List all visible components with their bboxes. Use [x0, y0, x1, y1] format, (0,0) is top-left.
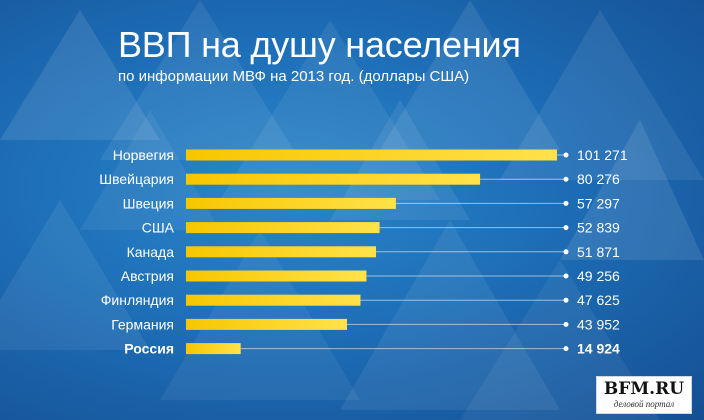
background-triangle	[160, 230, 360, 400]
value-label: 49 256	[577, 268, 620, 284]
leader-dot	[563, 297, 569, 303]
bar	[186, 173, 481, 185]
leader-dot	[563, 346, 569, 352]
leader-dot	[563, 249, 569, 255]
bar	[186, 222, 380, 234]
leader-dot	[563, 321, 569, 327]
value-label: 43 952	[577, 316, 620, 332]
bar	[186, 270, 367, 282]
value-label: 52 839	[577, 220, 620, 236]
category-label: Швеция	[123, 195, 174, 211]
category-label: Австрия	[121, 268, 174, 284]
category-label: Швейцария	[99, 171, 174, 187]
page-title: ВВП на душу населения	[118, 24, 521, 65]
category-label: Канада	[127, 244, 175, 260]
background-triangle	[340, 220, 560, 410]
category-label: Норвегия	[113, 147, 174, 163]
category-label: США	[142, 220, 175, 236]
bar	[186, 149, 557, 161]
logo-main-text: BFM.RU	[603, 379, 685, 399]
category-label: Финляндия	[101, 292, 174, 308]
leader-dot	[563, 200, 569, 206]
leader-dot	[563, 273, 569, 279]
value-label: 101 271	[577, 147, 628, 163]
bar	[186, 343, 241, 355]
background-triangle	[80, 110, 220, 230]
value-label: 51 871	[577, 244, 620, 260]
value-label: 80 276	[577, 171, 620, 187]
background-triangle	[560, 120, 704, 260]
bar	[186, 318, 348, 330]
bar	[186, 197, 396, 209]
category-label: Германия	[111, 316, 174, 332]
bfm-logo: BFM.RU деловой портал	[596, 376, 692, 414]
value-label: 14 924	[577, 341, 620, 357]
leader-dot	[563, 225, 569, 231]
background-triangle	[100, 0, 300, 160]
background-triangle	[380, 0, 560, 150]
leader-dot	[563, 176, 569, 182]
bar	[186, 246, 377, 258]
background-triangle	[500, 10, 704, 180]
value-label: 47 625	[577, 292, 620, 308]
category-label: Россия	[124, 341, 174, 357]
leader-dot	[563, 152, 569, 158]
value-label: 57 297	[577, 195, 620, 211]
page-subtitle: по информации МВФ на 2013 год. (доллары …	[118, 68, 470, 85]
background-triangle	[0, 200, 150, 350]
logo-sub-text: деловой портал	[613, 399, 675, 409]
bar	[186, 294, 361, 306]
background-triangle	[0, 10, 160, 140]
